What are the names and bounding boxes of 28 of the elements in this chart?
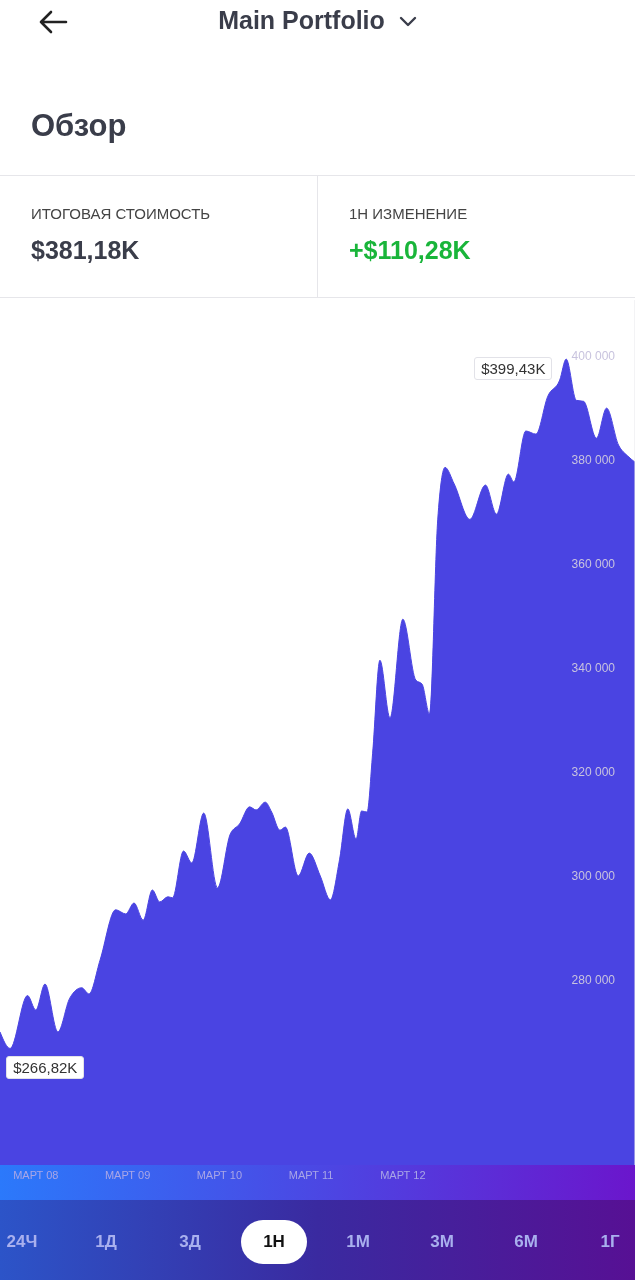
text: 6М	[513, 1231, 539, 1253]
x-tick-label: МАРТ 12	[380, 1168, 426, 1181]
text: 1Н ИЗМЕНЕНИЕ	[349, 205, 468, 222]
y-tick-label: 340 000	[571, 661, 616, 676]
text: 24Ч	[5, 1231, 39, 1253]
text: 3М	[429, 1231, 455, 1253]
text: 1Н	[241, 1220, 307, 1264]
y-tick-label: 380 000	[571, 453, 616, 468]
text: 3Д	[178, 1231, 202, 1253]
x-tick-label: МАРТ 10	[196, 1168, 243, 1181]
annotation: $399,43K	[474, 357, 553, 381]
chart-title: Main Portfolio	[218, 6, 385, 34]
text: $381,18K	[31, 236, 140, 265]
text: ИТОГОВАЯ СТОИМОСТЬ	[31, 205, 211, 222]
y-tick-label: 300 000	[571, 869, 616, 884]
y-tick-label: 360 000	[571, 557, 616, 572]
y-tick-label: 320 000	[571, 765, 616, 780]
y-tick-label: 400 000	[571, 349, 616, 364]
x-tick-label: МАРТ 08	[13, 1168, 59, 1181]
text: +$110,28K	[349, 236, 471, 265]
y-tick-label: 280 000	[571, 973, 616, 988]
x-tick-label: МАРТ 11	[288, 1168, 334, 1181]
text: 1М	[345, 1231, 371, 1253]
x-tick-label: МАРТ 09	[104, 1168, 151, 1181]
text: 1Г	[599, 1231, 621, 1253]
chart-subtitle: Обзор	[31, 108, 127, 144]
annotation: $266,82K	[6, 1056, 85, 1080]
text: 1Д	[94, 1231, 118, 1253]
